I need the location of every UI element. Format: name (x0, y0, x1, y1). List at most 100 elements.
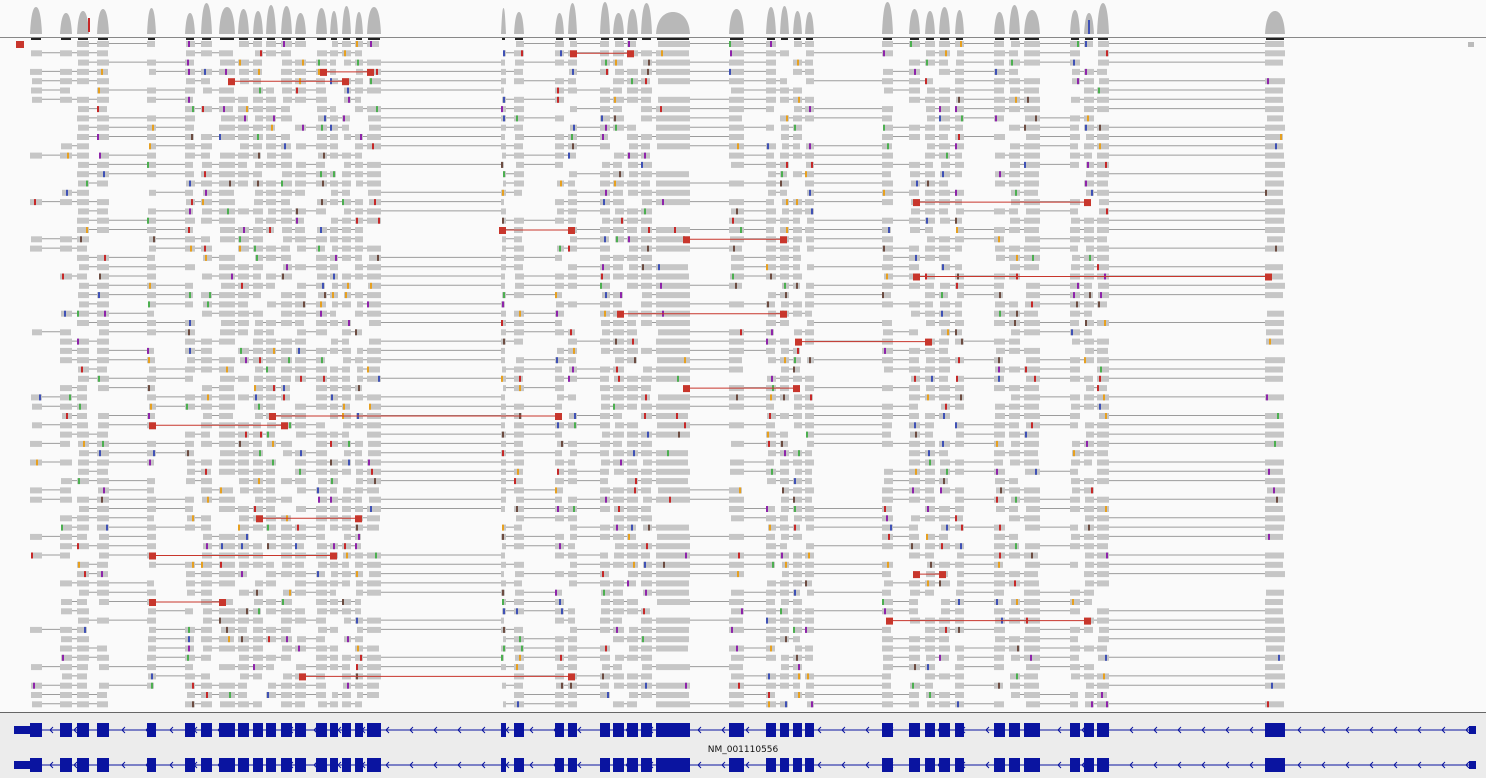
read-block[interactable] (186, 580, 195, 587)
read-block[interactable] (185, 236, 195, 243)
read-block[interactable] (925, 227, 933, 233)
read-block[interactable] (296, 161, 306, 168)
read-block[interactable] (1025, 115, 1040, 122)
read-block[interactable] (60, 78, 72, 85)
read-block[interactable] (925, 589, 934, 596)
read-block[interactable] (514, 599, 524, 605)
read-block[interactable] (295, 189, 305, 196)
split-read-end[interactable] (795, 338, 802, 346)
read-block[interactable] (766, 431, 776, 438)
read-block[interactable] (613, 87, 622, 94)
read-block[interactable] (1084, 152, 1092, 159)
read-block[interactable] (806, 282, 814, 289)
read-block[interactable] (266, 468, 275, 475)
read-block[interactable] (1024, 96, 1040, 103)
read-block[interactable] (1097, 320, 1109, 326)
read-block[interactable] (316, 645, 327, 652)
read-block[interactable] (330, 580, 338, 587)
split-read-end[interactable] (627, 50, 634, 58)
read-block[interactable] (60, 552, 70, 559)
read-block[interactable] (1084, 96, 1094, 103)
read-block[interactable] (555, 589, 562, 596)
read-block[interactable] (882, 385, 893, 392)
read-block[interactable] (253, 245, 263, 252)
read-block[interactable] (77, 478, 89, 485)
read-block[interactable] (805, 403, 814, 410)
read-block[interactable] (367, 134, 381, 140)
read-block[interactable] (766, 320, 776, 326)
read-block[interactable] (255, 161, 263, 168)
read-block[interactable] (185, 161, 193, 168)
read-block[interactable] (147, 134, 156, 140)
read-block[interactable] (201, 673, 210, 680)
read-block[interactable] (656, 301, 690, 308)
read-block[interactable] (316, 580, 327, 587)
read-block[interactable] (369, 496, 381, 503)
read-block[interactable] (613, 96, 624, 103)
read-block[interactable] (342, 171, 351, 178)
read-block[interactable] (955, 645, 964, 652)
read-block[interactable] (656, 171, 689, 178)
read-block[interactable] (805, 96, 814, 103)
read-block[interactable] (238, 375, 249, 382)
read-block[interactable] (514, 459, 524, 466)
read-block[interactable] (60, 440, 70, 447)
split-read-end[interactable] (570, 50, 577, 58)
read-block[interactable] (295, 645, 306, 652)
read-block[interactable] (766, 654, 776, 661)
read-block[interactable] (656, 180, 690, 187)
read-block[interactable] (884, 468, 893, 475)
read-block[interactable] (281, 357, 292, 364)
read-block[interactable] (514, 96, 524, 103)
read-block[interactable] (1084, 87, 1094, 94)
read-block[interactable] (1097, 682, 1109, 689)
read-block[interactable] (317, 134, 327, 140)
read-block[interactable] (295, 320, 304, 326)
read-block[interactable] (203, 617, 212, 624)
read-block[interactable] (805, 608, 814, 615)
read-block[interactable] (909, 134, 920, 140)
read-block[interactable] (805, 385, 814, 392)
read-block[interactable] (601, 320, 610, 326)
read-block[interactable] (939, 189, 950, 196)
read-block[interactable] (77, 626, 87, 633)
read-block[interactable] (766, 459, 774, 466)
read-block[interactable] (369, 403, 381, 410)
read-block[interactable] (330, 180, 338, 187)
read-block[interactable] (281, 385, 290, 392)
read-block[interactable] (355, 422, 363, 429)
read-block[interactable] (643, 59, 652, 66)
read-block[interactable] (253, 673, 262, 680)
read-block[interactable] (297, 487, 306, 494)
read-block[interactable] (60, 422, 72, 429)
read-block[interactable] (186, 199, 195, 206)
read-block[interactable] (330, 561, 338, 568)
read-block[interactable] (219, 431, 235, 438)
read-block[interactable] (911, 310, 920, 317)
read-block[interactable] (882, 599, 893, 605)
read-block[interactable] (555, 496, 562, 503)
read-block[interactable] (613, 347, 624, 354)
split-read-end[interactable] (330, 552, 337, 560)
read-block[interactable] (1024, 264, 1039, 271)
read-block[interactable] (514, 422, 524, 429)
read-block[interactable] (794, 329, 802, 336)
read-block[interactable] (939, 208, 948, 215)
read-block[interactable] (1011, 440, 1020, 447)
read-block[interactable] (555, 282, 564, 289)
read-block[interactable] (1097, 301, 1107, 308)
read-block[interactable] (656, 552, 690, 559)
read-block[interactable] (926, 357, 935, 364)
read-block[interactable] (600, 561, 610, 568)
read-block[interactable] (330, 254, 338, 261)
read-block[interactable] (266, 338, 276, 345)
read-block[interactable] (238, 282, 249, 289)
read-block[interactable] (627, 357, 637, 364)
read-block[interactable] (1009, 552, 1020, 559)
read-block[interactable] (219, 96, 235, 103)
read-block[interactable] (729, 366, 743, 373)
read-block[interactable] (1265, 654, 1285, 661)
read-block[interactable] (342, 124, 349, 131)
read-block[interactable] (780, 608, 788, 615)
read-block[interactable] (355, 571, 363, 578)
